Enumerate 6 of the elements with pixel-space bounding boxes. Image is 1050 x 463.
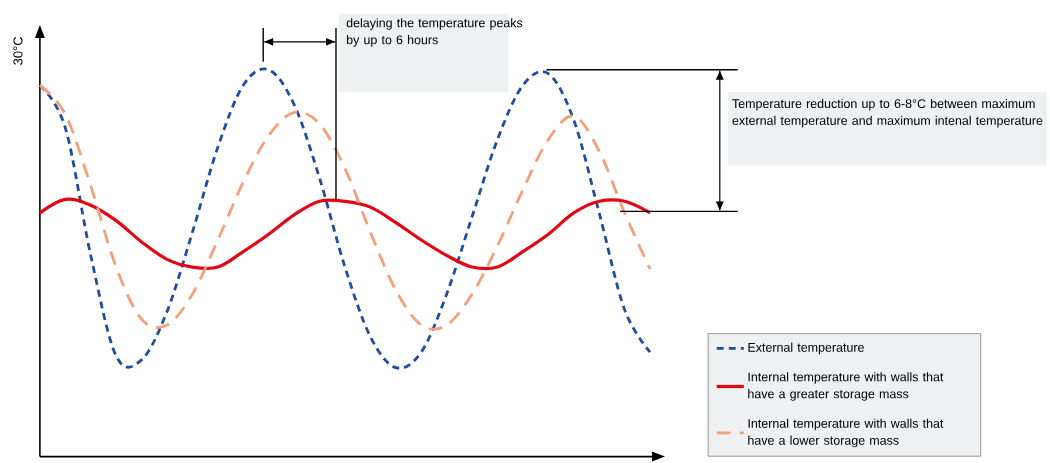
legend-label: External temperature [748, 342, 864, 355]
text: delaying the temperature peaks by up to 6 hours [346, 18, 523, 47]
legend-label: Internal temperature with walls that have a lower storage mass [748, 418, 944, 448]
y-axis-title: 30°C [13, 37, 23, 66]
legend-label: Internal temperature with walls that have a greater storage mass [748, 372, 944, 401]
text: Temperature reduction up to 6-8°C between maximum external temperature and maximum intenal temperature [732, 99, 1043, 128]
